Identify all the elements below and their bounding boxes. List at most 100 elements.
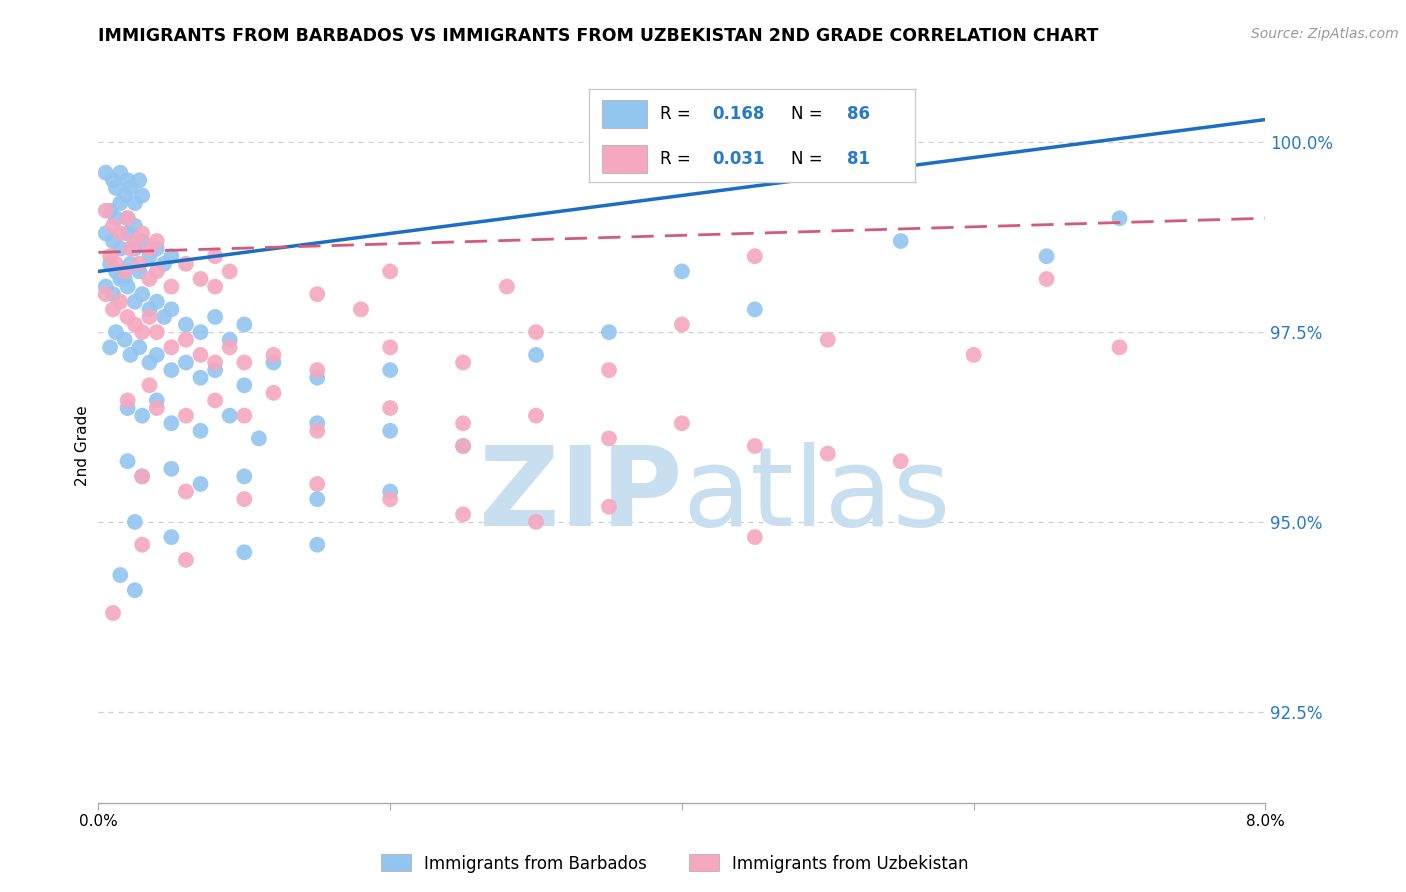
Point <box>117 454 139 468</box>
Point <box>98 203 121 218</box>
Point <box>451 439 474 453</box>
Text: atlas: atlas <box>682 442 950 549</box>
Point <box>817 447 839 461</box>
Point <box>98 257 121 271</box>
Point <box>598 325 620 339</box>
Point <box>110 196 132 211</box>
Point <box>380 363 402 377</box>
Point <box>94 279 117 293</box>
Point <box>744 302 766 317</box>
Point <box>146 294 169 309</box>
Point <box>524 409 547 423</box>
Point <box>101 287 124 301</box>
Point <box>101 234 124 248</box>
Point <box>117 173 139 187</box>
Point <box>94 287 117 301</box>
Point <box>101 606 124 620</box>
Point <box>146 234 169 248</box>
Point <box>110 242 132 256</box>
Point <box>233 378 256 392</box>
Point <box>131 538 153 552</box>
Point <box>117 279 139 293</box>
Point <box>671 318 693 332</box>
Point <box>160 363 183 377</box>
Point <box>380 484 402 499</box>
Point <box>131 325 153 339</box>
Point <box>1035 249 1057 263</box>
Point <box>160 462 183 476</box>
Point <box>307 370 329 384</box>
Point <box>598 500 620 514</box>
Point <box>262 348 284 362</box>
Point <box>98 340 121 354</box>
Point <box>307 363 329 377</box>
Point <box>98 249 121 263</box>
Point <box>218 340 240 354</box>
Point <box>117 211 139 226</box>
Point <box>380 424 402 438</box>
Point <box>110 568 132 582</box>
Point <box>120 181 142 195</box>
Point <box>307 492 329 507</box>
Point <box>380 401 402 415</box>
Point <box>174 484 197 499</box>
Point <box>131 188 153 202</box>
Point <box>114 264 136 278</box>
Point <box>146 325 169 339</box>
Point <box>110 294 132 309</box>
Point <box>233 545 256 559</box>
Point <box>104 211 127 226</box>
Point <box>1108 211 1130 226</box>
Y-axis label: 2nd Grade: 2nd Grade <box>75 406 90 486</box>
Point <box>131 469 153 483</box>
Point <box>124 234 146 248</box>
Point <box>307 287 329 301</box>
Text: Source: ZipAtlas.com: Source: ZipAtlas.com <box>1251 27 1399 41</box>
Point <box>598 431 620 445</box>
Point <box>160 340 183 354</box>
Point <box>110 272 132 286</box>
Point <box>890 234 912 248</box>
Point <box>124 242 146 256</box>
Point <box>380 264 402 278</box>
Point <box>101 173 124 187</box>
Point <box>114 333 136 347</box>
Point <box>744 530 766 544</box>
Point <box>94 227 117 241</box>
Point <box>190 272 212 286</box>
Point <box>190 325 212 339</box>
Point <box>380 492 402 507</box>
Point <box>146 401 169 415</box>
Point <box>160 530 183 544</box>
Point <box>247 431 270 445</box>
Point <box>146 264 169 278</box>
Point <box>101 302 124 317</box>
Point <box>104 325 127 339</box>
Point <box>138 378 160 392</box>
Point <box>160 416 183 430</box>
Point <box>101 219 124 233</box>
Point <box>190 370 212 384</box>
Point <box>890 454 912 468</box>
Point <box>117 310 139 324</box>
Point <box>117 211 139 226</box>
Text: IMMIGRANTS FROM BARBADOS VS IMMIGRANTS FROM UZBEKISTAN 2ND GRADE CORRELATION CHA: IMMIGRANTS FROM BARBADOS VS IMMIGRANTS F… <box>98 27 1099 45</box>
Point <box>174 333 197 347</box>
Point <box>233 409 256 423</box>
Text: 0.0%: 0.0% <box>79 814 118 830</box>
Point <box>1108 340 1130 354</box>
Point <box>524 348 547 362</box>
Point <box>104 257 127 271</box>
Point <box>138 272 160 286</box>
Point <box>104 181 127 195</box>
Point <box>307 538 329 552</box>
Point <box>1035 272 1057 286</box>
Point <box>131 469 153 483</box>
Point <box>131 227 153 241</box>
Point <box>218 264 240 278</box>
Point <box>128 173 150 187</box>
Point <box>160 279 183 293</box>
Point <box>94 166 117 180</box>
Point <box>131 409 153 423</box>
Point <box>124 196 146 211</box>
